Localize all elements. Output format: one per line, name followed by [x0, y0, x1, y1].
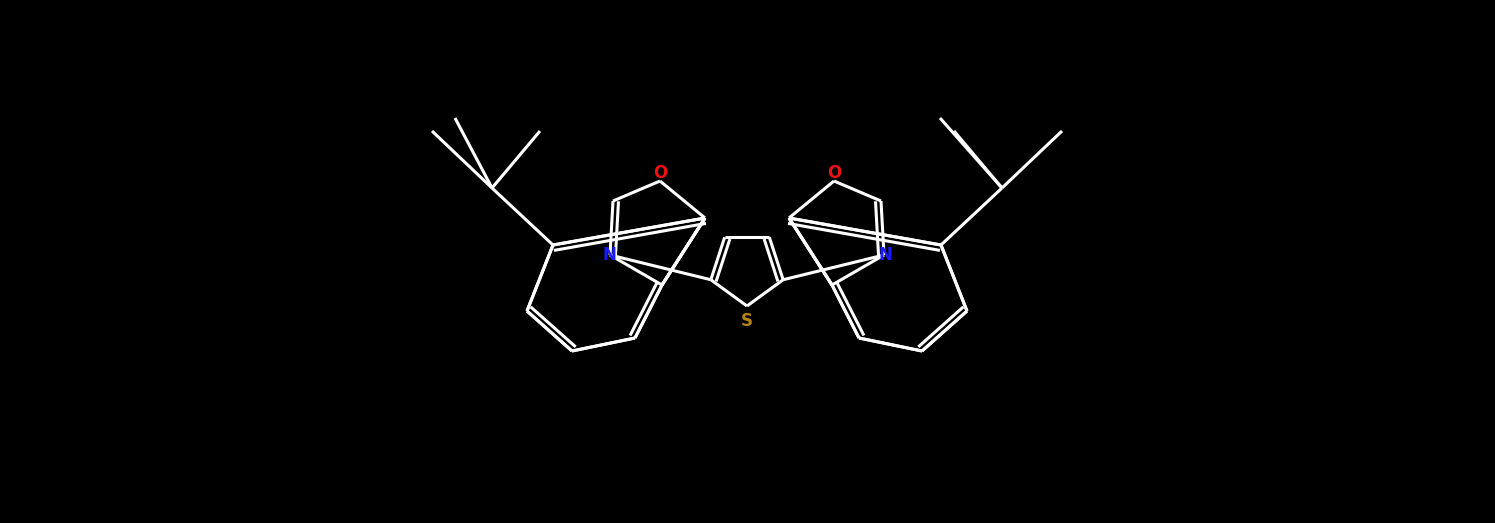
- Text: O: O: [827, 164, 842, 182]
- Text: N: N: [878, 246, 893, 264]
- Text: N: N: [602, 246, 616, 264]
- Text: S: S: [742, 312, 753, 330]
- Text: O: O: [653, 164, 667, 182]
